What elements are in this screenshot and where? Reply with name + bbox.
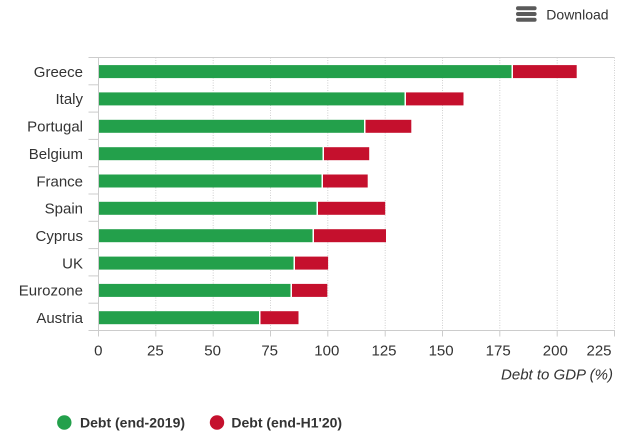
svg-text:UK: UK [62,255,83,272]
svg-text:Portugal: Portugal [27,119,83,136]
svg-text:Debt (end-2019): Debt (end-2019) [80,414,185,430]
svg-text:175: 175 [486,343,511,360]
svg-text:225: 225 [586,343,611,360]
svg-text:Download: Download [546,6,608,22]
svg-text:25: 25 [147,343,164,360]
svg-text:Greece: Greece [34,64,83,81]
svg-text:200: 200 [543,343,568,360]
svg-text:0: 0 [94,343,102,360]
svg-text:100: 100 [314,343,339,360]
svg-text:Belgium: Belgium [29,146,83,163]
svg-text:Spain: Spain [45,201,83,218]
svg-text:50: 50 [204,343,221,360]
svg-text:125: 125 [371,343,396,360]
svg-text:Austria: Austria [36,310,83,327]
svg-text:Cyprus: Cyprus [35,228,83,245]
svg-text:Debt (end-H1'20): Debt (end-H1'20) [231,414,342,430]
svg-text:150: 150 [429,343,454,360]
svg-text:France: France [36,173,83,190]
svg-text:75: 75 [261,343,278,360]
svg-text:Eurozone: Eurozone [19,283,83,300]
svg-text:Debt to GDP (%): Debt to GDP (%) [501,367,613,384]
svg-text:Italy: Italy [55,91,83,108]
